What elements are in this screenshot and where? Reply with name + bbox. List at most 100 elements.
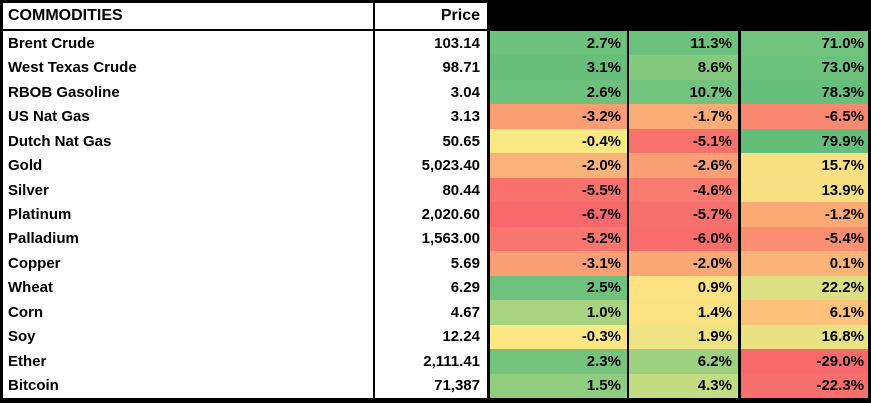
- change-cell-1[interactable]: -0.3%: [490, 324, 629, 350]
- change-cell-1[interactable]: -2.0%: [490, 153, 629, 178]
- change-value-2: -2.0%: [692, 254, 732, 272]
- change-cell-3[interactable]: -6.5%: [741, 104, 868, 129]
- commodity-name-cell[interactable]: Gold: [3, 153, 375, 178]
- change-cell-3[interactable]: -5.4%: [741, 226, 868, 252]
- change-cell-1[interactable]: 1.0%: [490, 300, 629, 325]
- price-cell[interactable]: 5,023.40: [375, 153, 490, 178]
- commodity-name-cell[interactable]: Copper: [3, 251, 375, 276]
- price-cell[interactable]: 6.29: [375, 275, 490, 301]
- change-cell-1[interactable]: 2.5%: [490, 275, 629, 301]
- change-cell-3[interactable]: 78.3%: [741, 79, 868, 105]
- change-value-1: -5.2%: [581, 230, 621, 248]
- change-cell-1[interactable]: -0.4%: [490, 128, 629, 154]
- price-cell[interactable]: 98.71: [375, 55, 490, 80]
- change-cell-2[interactable]: -4.6%: [629, 177, 741, 203]
- price-cell[interactable]: 3.04: [375, 79, 490, 105]
- change-cell-3[interactable]: 15.7%: [741, 153, 868, 178]
- change-cell-3[interactable]: 16.8%: [741, 324, 868, 350]
- commodity-name-cell[interactable]: Palladium: [3, 226, 375, 252]
- commodity-name-cell[interactable]: Corn: [3, 300, 375, 325]
- commodity-name-cell[interactable]: Platinum: [3, 202, 375, 227]
- table-row: Platinum 2,020.60 -6.7% -5.7% -1.2%: [3, 202, 868, 227]
- price-cell[interactable]: 12.24: [375, 324, 490, 350]
- change-cell-2[interactable]: -2.6%: [629, 153, 741, 178]
- price-cell[interactable]: 71,387: [375, 373, 490, 399]
- commodity-name: Corn: [8, 303, 43, 321]
- change-cell-2[interactable]: -1.7%: [629, 104, 741, 129]
- change-cell-3[interactable]: -22.3%: [741, 373, 868, 399]
- price-cell[interactable]: 3.13: [375, 104, 490, 129]
- price-cell[interactable]: 80.44: [375, 177, 490, 203]
- price-cell[interactable]: 2,020.60: [375, 202, 490, 227]
- change-cell-2[interactable]: 4.3%: [629, 373, 741, 399]
- change-cell-2[interactable]: 0.9%: [629, 275, 741, 301]
- change-cell-2[interactable]: -6.0%: [629, 226, 741, 252]
- change-cell-1[interactable]: -3.1%: [490, 251, 629, 276]
- commodity-name: Silver: [8, 181, 49, 199]
- change-cell-2[interactable]: -5.1%: [629, 128, 741, 154]
- table-row: Silver 80.44 -5.5% -4.6% 13.9%: [3, 177, 868, 203]
- change-cell-3[interactable]: 6.1%: [741, 300, 868, 325]
- change-value-1: 3.1%: [586, 59, 621, 77]
- table-row: Corn 4.67 1.0% 1.4% 6.1%: [3, 300, 868, 325]
- commodity-name: Brent Crude: [8, 34, 95, 52]
- change-cell-2[interactable]: 10.7%: [629, 79, 741, 105]
- change-cell-2[interactable]: 6.2%: [629, 349, 741, 374]
- change-cell-1[interactable]: -5.5%: [490, 177, 629, 203]
- change-value-1: 2.3%: [586, 352, 621, 370]
- commodities-header-cell[interactable]: COMMODITIES: [3, 3, 375, 29]
- change-cell-3[interactable]: 22.2%: [741, 275, 868, 301]
- change-cell-1[interactable]: -6.7%: [490, 202, 629, 227]
- change-cell-3[interactable]: 73.0%: [741, 55, 868, 80]
- price-cell[interactable]: 4.67: [375, 300, 490, 325]
- price-value: 1,563.00: [421, 230, 480, 248]
- change-value-2: 1.4%: [697, 303, 732, 321]
- change-cell-1[interactable]: 2.6%: [490, 79, 629, 105]
- price-value: 98.71: [442, 59, 480, 77]
- change-cell-2[interactable]: -2.0%: [629, 251, 741, 276]
- change-cell-2[interactable]: -5.7%: [629, 202, 741, 227]
- commodity-name-cell[interactable]: Brent Crude: [3, 31, 375, 56]
- commodity-name: US Nat Gas: [8, 108, 90, 126]
- change-cell-3[interactable]: 13.9%: [741, 177, 868, 203]
- change-cell-1[interactable]: 1.5%: [490, 373, 629, 399]
- price-cell[interactable]: 1,563.00: [375, 226, 490, 252]
- change-cell-2[interactable]: 8.6%: [629, 55, 741, 80]
- price-value: 6.29: [450, 279, 480, 297]
- commodity-name-cell[interactable]: Soy: [3, 324, 375, 350]
- commodity-name-cell[interactable]: Dutch Nat Gas: [3, 128, 375, 154]
- change-cell-1[interactable]: -3.2%: [490, 104, 629, 129]
- change-cell-3[interactable]: -1.2%: [741, 202, 868, 227]
- change-cell-3[interactable]: 71.0%: [741, 31, 868, 56]
- price-cell[interactable]: 103.14: [375, 31, 490, 56]
- change-cell-3[interactable]: -29.0%: [741, 349, 868, 374]
- commodity-name-cell[interactable]: Ether: [3, 349, 375, 374]
- commodity-name-cell[interactable]: West Texas Crude: [3, 55, 375, 80]
- change-cell-2[interactable]: 1.4%: [629, 300, 741, 325]
- price-value: 5,023.40: [421, 157, 480, 175]
- change-cell-2[interactable]: 11.3%: [629, 31, 741, 56]
- price-header-cell[interactable]: Price: [375, 3, 490, 29]
- change-value-1: -6.7%: [581, 206, 621, 224]
- change-cell-1[interactable]: 2.3%: [490, 349, 629, 374]
- commodity-name-cell[interactable]: Wheat: [3, 275, 375, 301]
- change-value-3: 22.2%: [821, 279, 864, 297]
- price-cell[interactable]: 50.65: [375, 128, 490, 154]
- change-value-3: 79.9%: [821, 132, 864, 150]
- price-value: 12.24: [442, 328, 480, 346]
- change-cell-1[interactable]: 3.1%: [490, 55, 629, 80]
- commodity-name-cell[interactable]: RBOB Gasoline: [3, 79, 375, 105]
- commodity-name-cell[interactable]: Bitcoin: [3, 373, 375, 399]
- price-value: 3.04: [450, 83, 480, 101]
- table-row: Copper 5.69 -3.1% -2.0% 0.1%: [3, 251, 868, 276]
- price-cell[interactable]: 2,111.41: [375, 349, 490, 374]
- commodity-name-cell[interactable]: US Nat Gas: [3, 104, 375, 129]
- commodity-name-cell[interactable]: Silver: [3, 177, 375, 203]
- change-cell-3[interactable]: 79.9%: [741, 128, 868, 154]
- change-cell-3[interactable]: 0.1%: [741, 251, 868, 276]
- change-cell-2[interactable]: 1.9%: [629, 324, 741, 350]
- change-cell-1[interactable]: 2.7%: [490, 31, 629, 56]
- change-cell-1[interactable]: -5.2%: [490, 226, 629, 252]
- price-value: 5.69: [450, 254, 480, 272]
- price-cell[interactable]: 5.69: [375, 251, 490, 276]
